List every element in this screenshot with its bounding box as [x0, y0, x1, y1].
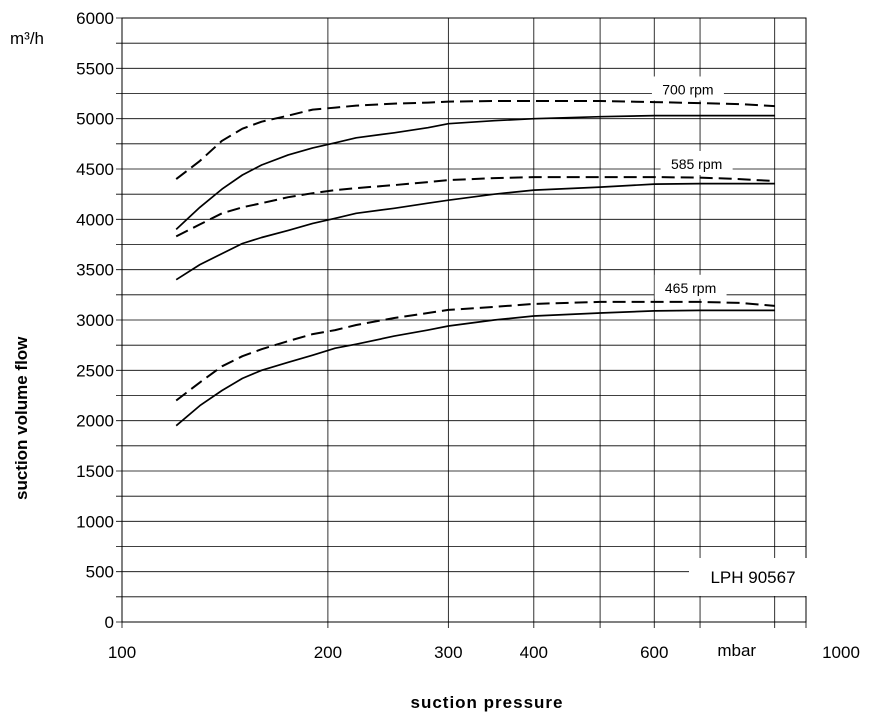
grid: [116, 17, 807, 628]
y-tick-label: 2000: [76, 412, 114, 431]
y-tick-label: 6000: [76, 9, 114, 28]
series-label: 700 rpm: [662, 81, 713, 97]
series-line: [175, 114, 775, 231]
x-tick-label: 300: [434, 643, 462, 662]
y-tick-label: 2500: [76, 361, 114, 380]
series-label-background: [654, 274, 727, 299]
y-axis-title: suction volume flow: [12, 336, 31, 500]
y-tick-label: 1500: [76, 462, 114, 481]
y-tick-label: 3500: [76, 261, 114, 280]
series-line: [175, 100, 775, 180]
model-label: LPH 90567: [710, 568, 795, 587]
curves: [175, 100, 775, 427]
y-tick-label: 4000: [76, 210, 114, 229]
series-line: [175, 309, 775, 427]
y-axis-unit: m³/h: [10, 29, 44, 48]
x-tick-label: 200: [314, 643, 342, 662]
series-label-background: [660, 150, 733, 175]
series-label: 465 rpm: [665, 280, 716, 296]
y-tick-label: 1000: [76, 512, 114, 531]
labels: 0 500 1000 1500 2000 2500 3000 3500 4000 4500 5000…: [76, 9, 860, 662]
series-line: [175, 176, 775, 238]
x-tick-label: 400: [520, 643, 548, 662]
y-tick-label: 500: [86, 563, 114, 582]
x-tick-label: 1000: [822, 643, 860, 662]
series-label: 585 rpm: [671, 156, 722, 172]
series-line: [175, 300, 775, 402]
series-label-background: [651, 76, 724, 101]
y-tick-label: 5000: [76, 110, 114, 129]
plot-frame: [121, 17, 807, 623]
x-tick-label: 600: [640, 643, 668, 662]
x-axis-unit: mbar: [717, 641, 756, 660]
model-label-background: [689, 558, 821, 596]
x-tick-label: 100: [108, 643, 136, 662]
y-tick-label: 3000: [76, 311, 114, 330]
y-tick-label: 4500: [76, 160, 114, 179]
series-line: [175, 182, 775, 281]
plot-border: [121, 17, 807, 623]
y-tick-label: 5500: [76, 59, 114, 78]
y-tick-label: 0: [105, 613, 114, 632]
x-axis-title: suction pressure: [411, 693, 564, 712]
